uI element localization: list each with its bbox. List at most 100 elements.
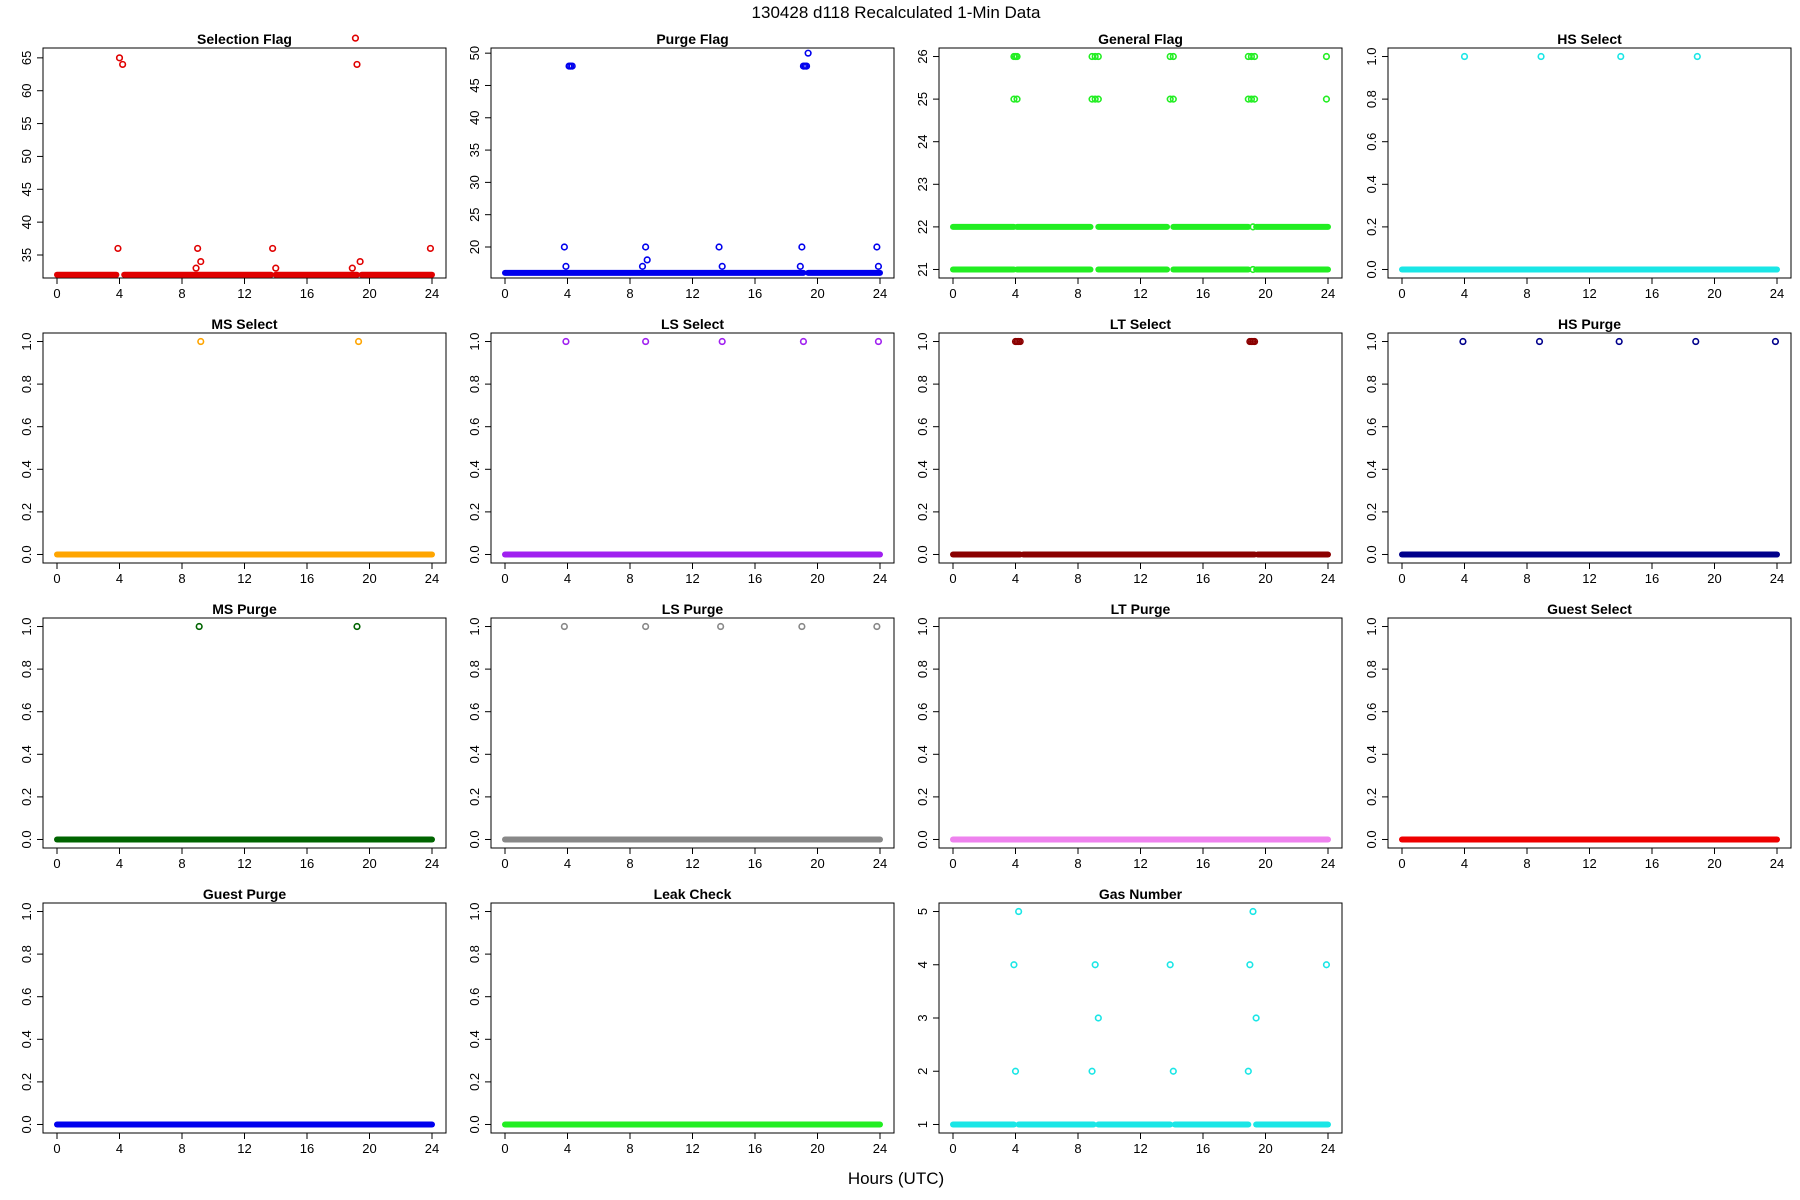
- y-tick-label: 0.4: [467, 745, 482, 763]
- x-tick-label: 24: [425, 856, 439, 871]
- panel-ls-select: LS Select 0 4 8 12 16 20 24 0.0 0.2 0.4 0.6 0.8 1.0: [467, 316, 895, 586]
- x-tick-label: 16: [1196, 571, 1210, 586]
- panel-title: MS Purge: [212, 601, 277, 617]
- y-tick-label: 0.4: [467, 460, 482, 478]
- y-tick-label: 0.8: [467, 945, 482, 963]
- data-point: [1247, 52, 1256, 61]
- y-tick-label: 0.0: [19, 545, 34, 563]
- data-point: [874, 337, 883, 346]
- panel-purge-flag: Purge Flag 0 4 8 12 16 20 24 20 25 30 35 40 45 50: [467, 31, 895, 301]
- y-tick-label: 0.2: [915, 788, 930, 806]
- data-point: [197, 257, 205, 266]
- x-tick-label: 12: [237, 571, 251, 586]
- x-tick-label: 8: [1074, 571, 1081, 586]
- x-tick-label: 12: [1582, 571, 1596, 586]
- data-point: [115, 54, 124, 62]
- y-tick-label: 45: [467, 78, 482, 92]
- plot-frame: [490, 902, 895, 1134]
- y-tick-label: 55: [19, 116, 34, 130]
- data-point: [643, 256, 651, 264]
- x-tick-label: 16: [748, 571, 762, 586]
- panel-leak-check: Leak Check 0 4 8 12 16 20 24 0.0 0.2 0.4 0.6 0.8 1.0: [467, 886, 895, 1156]
- y-tick-label: 0.2: [467, 503, 482, 521]
- y-tick-label: 25: [915, 92, 930, 106]
- data-point: [356, 257, 364, 266]
- y-tick-label: 0.0: [915, 830, 930, 848]
- y-tick-label: 1.0: [467, 902, 482, 920]
- plot-frame: [42, 617, 447, 849]
- y-tick-label: 45: [19, 182, 34, 196]
- data-point: [119, 60, 127, 69]
- x-tick-label: 12: [1582, 286, 1596, 301]
- data-point: [1537, 52, 1545, 61]
- x-tick-label: 4: [564, 1141, 571, 1156]
- x-tick-label: 0: [501, 571, 508, 586]
- x-tick-label: 16: [748, 1141, 762, 1156]
- x-tick-label: 8: [178, 1141, 185, 1156]
- x-tick-label: 0: [53, 1141, 60, 1156]
- x-tick-label: 12: [685, 286, 699, 301]
- x-tick-label: 8: [178, 856, 185, 871]
- x-tick-label: 16: [300, 286, 314, 301]
- x-tick-label: 20: [810, 856, 824, 871]
- y-tick-label: 0.8: [467, 660, 482, 678]
- x-tick-label: 12: [1133, 856, 1147, 871]
- panel-title: Purge Flag: [656, 31, 728, 47]
- y-tick-label: 0.6: [1364, 703, 1379, 721]
- y-tick-label: 0.6: [19, 418, 34, 436]
- y-tick-label: 0.2: [1364, 503, 1379, 521]
- data-point: [560, 622, 568, 631]
- data-point: [1169, 95, 1177, 103]
- data-point: [1535, 337, 1544, 346]
- x-tick-label: 16: [1196, 1141, 1210, 1156]
- x-tick-label: 0: [949, 571, 956, 586]
- y-tick-label: 0.8: [1364, 375, 1379, 393]
- data-point: [1166, 52, 1174, 61]
- data-point: [114, 244, 122, 253]
- x-tick-label: 0: [501, 286, 508, 301]
- x-tick-label: 8: [178, 286, 185, 301]
- x-tick-label: 4: [1012, 1141, 1019, 1156]
- x-tick-label: 24: [425, 1141, 439, 1156]
- x-tick-label: 4: [116, 571, 123, 586]
- data-point: [1249, 265, 1257, 274]
- x-tick-label: 24: [1770, 571, 1784, 586]
- y-tick-label: 5: [915, 908, 930, 915]
- y-tick-label: 0.0: [1364, 830, 1379, 848]
- data-point: [269, 244, 277, 253]
- data-point: [796, 262, 804, 270]
- data-point: [1771, 337, 1780, 346]
- y-tick-label: 1.0: [19, 332, 34, 350]
- data-point: [642, 337, 650, 346]
- data-point: [717, 622, 725, 631]
- data-point: [1015, 907, 1023, 916]
- y-tick-label: 0.4: [19, 745, 34, 763]
- data-point: [1166, 961, 1174, 969]
- panel-guest-select: Guest Select 0 4 8 12 16 20 24 0.0 0.2 0.4 0.6 0.8 1.…: [1364, 601, 1792, 871]
- x-tick-label: 16: [1645, 571, 1659, 586]
- panel-title: LT Purge: [1111, 601, 1171, 617]
- data-point: [1247, 95, 1256, 103]
- data-point: [1322, 52, 1331, 61]
- x-tick-label: 16: [748, 856, 762, 871]
- data-point: [718, 262, 726, 270]
- data-point: [642, 622, 650, 631]
- x-tick-label: 24: [425, 286, 439, 301]
- plot-frame: [42, 902, 447, 1134]
- data-point: [1693, 52, 1701, 61]
- data-point: [1016, 337, 1024, 346]
- y-tick-label: 0.2: [1364, 218, 1379, 236]
- y-tick-label: 1.0: [19, 902, 34, 920]
- x-tick-label: 12: [237, 856, 251, 871]
- y-tick-label: 0.0: [19, 1115, 34, 1133]
- y-tick-label: 40: [467, 111, 482, 125]
- x-tick-label: 0: [1398, 856, 1405, 871]
- panel-ms-purge: MS Purge 0 4 8 12 16 20 24 0.0 0.2 0.4 0.6 0.8 1.0: [19, 601, 447, 871]
- data-point: [1249, 907, 1257, 916]
- y-tick-label: 26: [915, 49, 930, 63]
- plot-frame: [42, 332, 447, 564]
- y-tick-label: 24: [915, 134, 930, 148]
- x-tick-label: 8: [1523, 286, 1530, 301]
- x-tick-label: 20: [362, 286, 376, 301]
